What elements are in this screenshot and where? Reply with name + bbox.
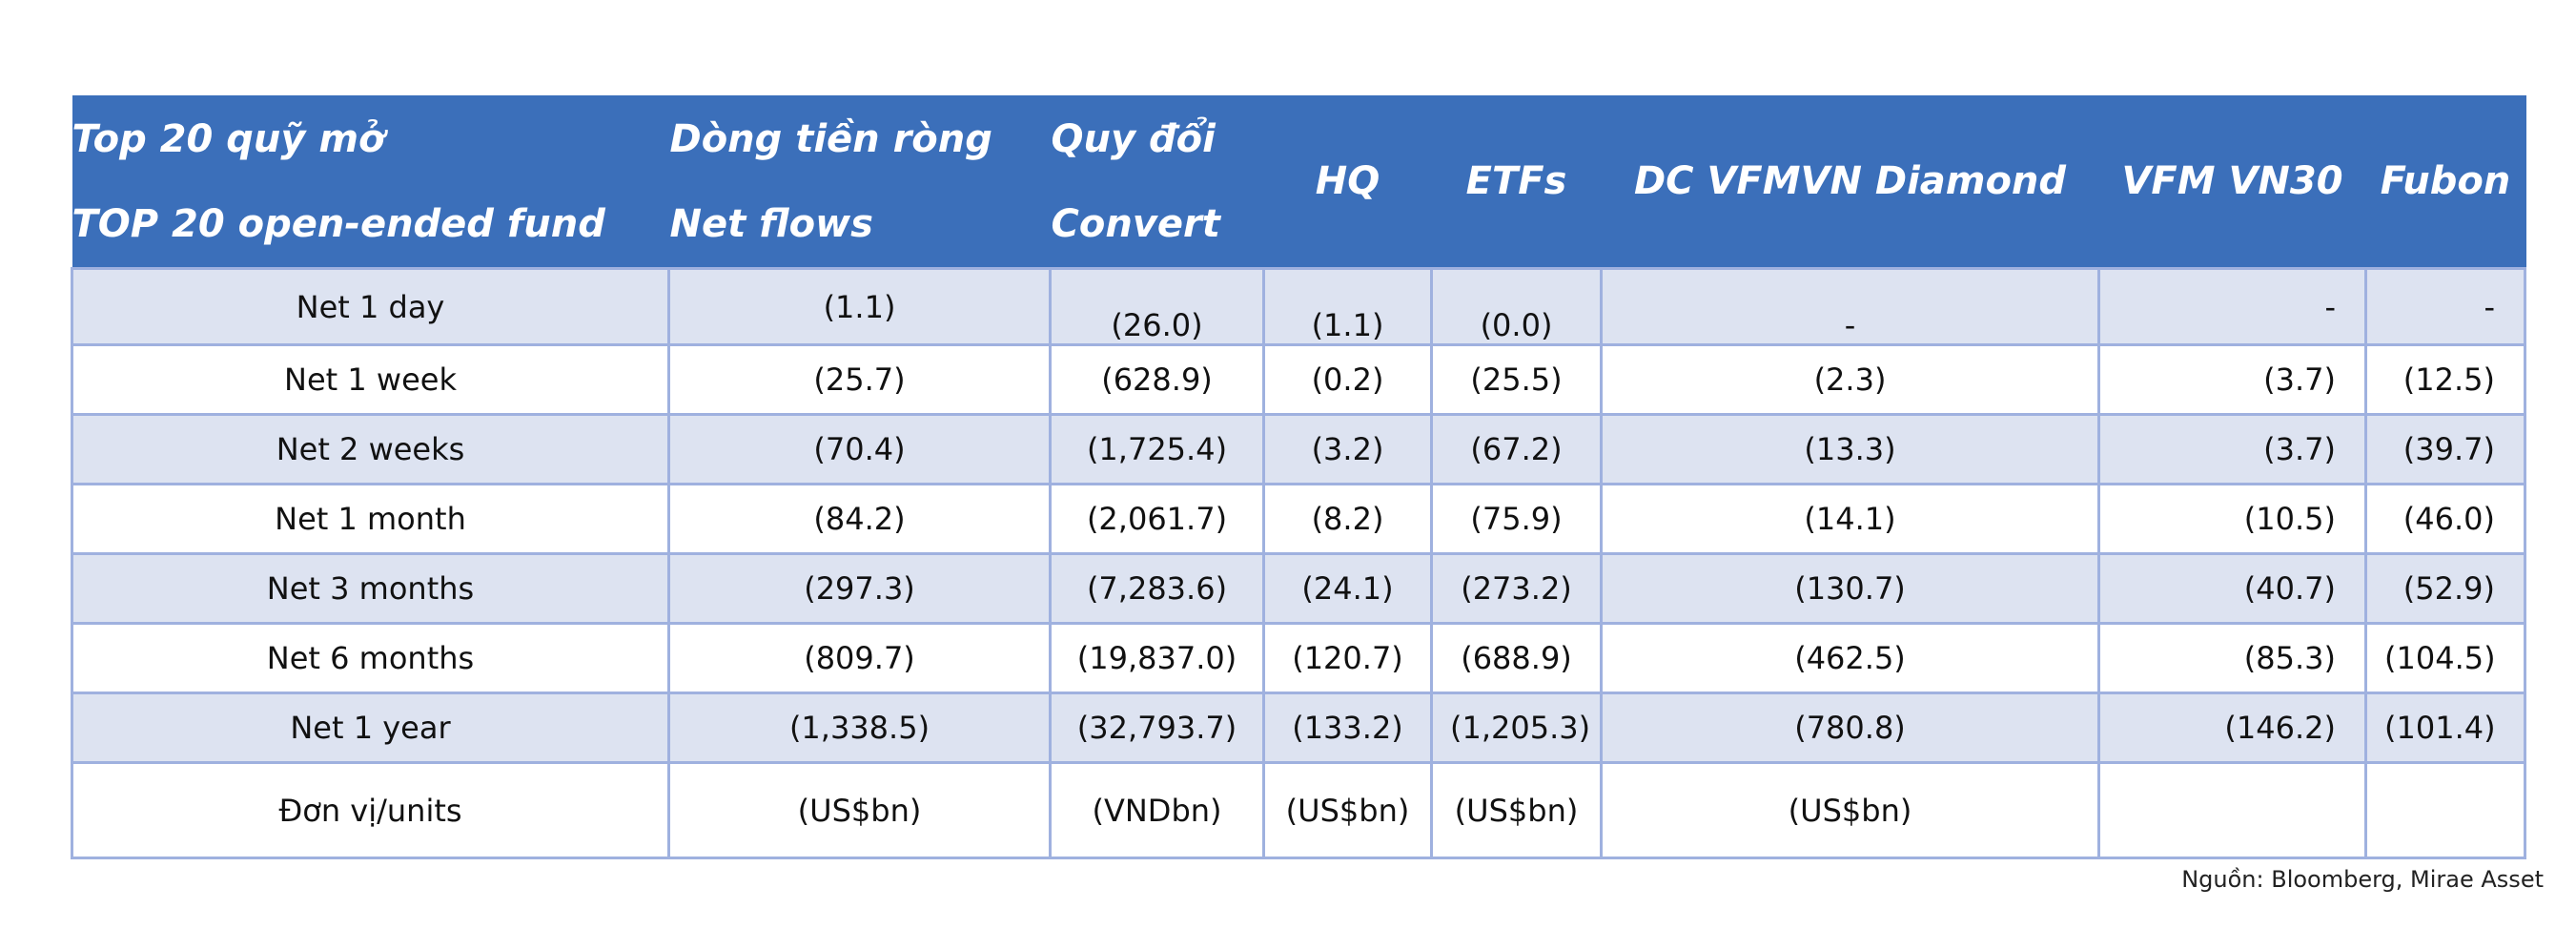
cell-net-flows: (809.7) bbox=[667, 622, 1052, 694]
units-convert: (VNDbn) bbox=[1049, 761, 1265, 859]
cell-vn30: (40.7) bbox=[2097, 552, 2367, 625]
cell-etfs: (1,205.3) bbox=[1430, 692, 1603, 764]
header-convert: Quy đổi Convert bbox=[1050, 95, 1265, 270]
cell-diamond: (14.1) bbox=[1600, 483, 2100, 555]
header-fubon: Fubon bbox=[2365, 95, 2526, 270]
units-diamond: (US$bn) bbox=[1600, 761, 2100, 859]
cell-diamond: (13.3) bbox=[1600, 413, 2100, 485]
cell-fubon: (46.0) bbox=[2364, 483, 2526, 555]
row-label: Net 1 week bbox=[71, 343, 670, 416]
header-hq: HQ bbox=[1263, 95, 1433, 270]
cell-hq: (1.1) bbox=[1262, 267, 1433, 346]
cell-vn30: (3.7) bbox=[2097, 413, 2367, 485]
header-fund: Top 20 quỹ mở TOP 20 open-ended fund bbox=[72, 95, 670, 270]
cell-fubon: (52.9) bbox=[2364, 552, 2526, 625]
cell-convert: (32,793.7) bbox=[1049, 692, 1265, 764]
units-net-flows: (US$bn) bbox=[667, 761, 1052, 859]
units-hq: (US$bn) bbox=[1262, 761, 1433, 859]
row-label: Net 2 weeks bbox=[71, 413, 670, 485]
header-convert-vi: Quy đổi bbox=[1051, 116, 1216, 161]
cell-fubon: - bbox=[2364, 267, 2526, 346]
cell-vn30: (85.3) bbox=[2097, 622, 2367, 694]
cell-diamond: (2.3) bbox=[1600, 343, 2100, 416]
row-label: Net 1 year bbox=[71, 692, 670, 764]
row-label: Net 1 month bbox=[71, 483, 670, 555]
cell-convert: (7,283.6) bbox=[1049, 552, 1265, 625]
header-vn30: VFM VN30 bbox=[2098, 95, 2367, 270]
cell-net-flows: (25.7) bbox=[667, 343, 1052, 416]
fund-flows-table-container: Top 20 quỹ mở TOP 20 open-ended fund Dòn… bbox=[71, 95, 2526, 859]
cell-etfs: (75.9) bbox=[1430, 483, 1603, 555]
header-diamond: DC VFMVN Diamond bbox=[1601, 95, 2100, 270]
header-fund-vi: Top 20 quỹ mở bbox=[72, 116, 385, 161]
header-net-flows-vi: Dòng tiền ròng bbox=[669, 116, 992, 161]
cell-etfs: (273.2) bbox=[1430, 552, 1603, 625]
cell-hq: (8.2) bbox=[1262, 483, 1433, 555]
cell-fubon: (101.4) bbox=[2364, 692, 2526, 764]
cell-net-flows: (70.4) bbox=[667, 413, 1052, 485]
table-row: Net 1 month (84.2) (2,061.7) (8.2) (75.9… bbox=[71, 483, 2526, 555]
table-row: Net 1 day (1.1) (26.0) (1.1) (0.0) - - - bbox=[71, 267, 2526, 346]
cell-etfs: (0.0) bbox=[1430, 267, 1603, 346]
cell-net-flows: (1.1) bbox=[667, 267, 1052, 346]
cell-etfs: (25.5) bbox=[1430, 343, 1603, 416]
header-row: Top 20 quỹ mở TOP 20 open-ended fund Dòn… bbox=[72, 95, 2526, 270]
units-etfs: (US$bn) bbox=[1430, 761, 1603, 859]
cell-etfs: (688.9) bbox=[1430, 622, 1603, 694]
units-row: Đơn vị/units (US$bn) (VNDbn) (US$bn) (US… bbox=[71, 761, 2526, 859]
cell-diamond: - bbox=[1600, 267, 2100, 346]
header-net-flows: Dòng tiền ròng Net flows bbox=[668, 95, 1052, 270]
table-row: Net 6 months (809.7) (19,837.0) (120.7) … bbox=[71, 622, 2526, 694]
cell-hq: (133.2) bbox=[1262, 692, 1433, 764]
cell-convert: (628.9) bbox=[1049, 343, 1265, 416]
cell-net-flows: (297.3) bbox=[667, 552, 1052, 625]
row-label: Net 6 months bbox=[71, 622, 670, 694]
cell-fubon: (104.5) bbox=[2364, 622, 2526, 694]
header-convert-en: Convert bbox=[1051, 201, 1220, 246]
source-note: Nguồn: Bloomberg, Mirae Asset bbox=[2181, 866, 2544, 893]
table-row: Net 2 weeks (70.4) (1,725.4) (3.2) (67.2… bbox=[71, 413, 2526, 485]
cell-vn30: - bbox=[2097, 267, 2367, 346]
cell-vn30: (3.7) bbox=[2097, 343, 2367, 416]
cell-hq: (24.1) bbox=[1262, 552, 1433, 625]
cell-vn30: (10.5) bbox=[2097, 483, 2367, 555]
cell-diamond: (462.5) bbox=[1600, 622, 2100, 694]
row-label: Net 1 day bbox=[71, 267, 670, 346]
cell-diamond: (780.8) bbox=[1600, 692, 2100, 764]
cell-convert: (1,725.4) bbox=[1049, 413, 1265, 485]
table-row: Net 1 year (1,338.5) (32,793.7) (133.2) … bbox=[71, 692, 2526, 764]
cell-fubon: (12.5) bbox=[2364, 343, 2526, 416]
units-label: Đơn vị/units bbox=[71, 761, 670, 859]
cell-convert: (26.0) bbox=[1049, 267, 1265, 346]
cell-hq: (3.2) bbox=[1262, 413, 1433, 485]
cell-convert: (19,837.0) bbox=[1049, 622, 1265, 694]
header-net-flows-en: Net flows bbox=[669, 201, 873, 246]
cell-convert: (2,061.7) bbox=[1049, 483, 1265, 555]
cell-hq: (0.2) bbox=[1262, 343, 1433, 416]
cell-vn30: (146.2) bbox=[2097, 692, 2367, 764]
table-row: Net 3 months (297.3) (7,283.6) (24.1) (2… bbox=[71, 552, 2526, 625]
cell-fubon: (39.7) bbox=[2364, 413, 2526, 485]
cell-etfs: (67.2) bbox=[1430, 413, 1603, 485]
units-vn30 bbox=[2097, 761, 2367, 859]
header-fund-en: TOP 20 open-ended fund bbox=[72, 201, 605, 246]
row-label: Net 3 months bbox=[71, 552, 670, 625]
cell-net-flows: (84.2) bbox=[667, 483, 1052, 555]
cell-diamond: (130.7) bbox=[1600, 552, 2100, 625]
units-fubon bbox=[2364, 761, 2526, 859]
header-etfs: ETFs bbox=[1431, 95, 1603, 270]
cell-hq: (120.7) bbox=[1262, 622, 1433, 694]
fund-flows-table: Top 20 quỹ mở TOP 20 open-ended fund Dòn… bbox=[71, 95, 2526, 859]
table-row: Net 1 week (25.7) (628.9) (0.2) (25.5) (… bbox=[71, 343, 2526, 416]
cell-net-flows: (1,338.5) bbox=[667, 692, 1052, 764]
